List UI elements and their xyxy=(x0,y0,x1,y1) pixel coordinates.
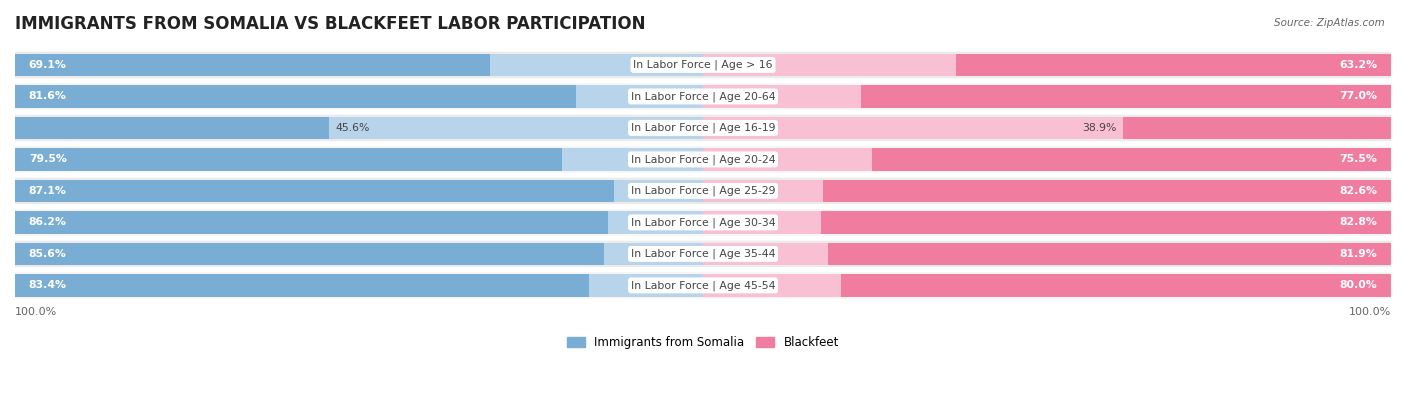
Text: 45.6%: 45.6% xyxy=(336,123,370,133)
Legend: Immigrants from Somalia, Blackfeet: Immigrants from Somalia, Blackfeet xyxy=(567,336,839,349)
Bar xyxy=(15,180,703,202)
Bar xyxy=(15,148,562,171)
FancyBboxPatch shape xyxy=(15,272,1391,299)
Bar xyxy=(15,211,703,234)
Bar xyxy=(956,54,1391,76)
Text: 80.0%: 80.0% xyxy=(1340,280,1378,290)
Bar xyxy=(15,117,329,139)
Text: 82.6%: 82.6% xyxy=(1340,186,1378,196)
Bar xyxy=(703,148,1391,171)
Bar xyxy=(15,274,589,297)
Bar xyxy=(15,148,703,171)
Text: 63.2%: 63.2% xyxy=(1339,60,1378,70)
FancyBboxPatch shape xyxy=(15,241,1391,267)
Bar xyxy=(703,180,1391,202)
FancyBboxPatch shape xyxy=(15,178,1391,204)
Text: 100.0%: 100.0% xyxy=(1348,307,1391,317)
FancyBboxPatch shape xyxy=(15,52,1391,78)
Text: 81.6%: 81.6% xyxy=(28,91,66,102)
Bar xyxy=(703,117,1391,139)
Bar xyxy=(821,211,1391,234)
Text: 81.9%: 81.9% xyxy=(1340,249,1378,259)
Bar xyxy=(15,117,703,139)
Text: 77.0%: 77.0% xyxy=(1340,91,1378,102)
Text: In Labor Force | Age 35-44: In Labor Force | Age 35-44 xyxy=(631,249,775,259)
Text: 38.9%: 38.9% xyxy=(1083,123,1116,133)
Text: In Labor Force | Age 25-29: In Labor Force | Age 25-29 xyxy=(631,186,775,196)
Text: In Labor Force | Age 16-19: In Labor Force | Age 16-19 xyxy=(631,123,775,133)
Bar xyxy=(15,54,491,76)
Text: 85.6%: 85.6% xyxy=(28,249,66,259)
Bar xyxy=(862,85,1391,108)
Text: 86.2%: 86.2% xyxy=(28,217,66,228)
Bar xyxy=(823,180,1391,202)
Bar xyxy=(703,211,1391,234)
Bar xyxy=(1123,117,1391,139)
Bar xyxy=(841,274,1391,297)
FancyBboxPatch shape xyxy=(15,146,1391,173)
Text: IMMIGRANTS FROM SOMALIA VS BLACKFEET LABOR PARTICIPATION: IMMIGRANTS FROM SOMALIA VS BLACKFEET LAB… xyxy=(15,15,645,33)
Text: 87.1%: 87.1% xyxy=(28,186,66,196)
Bar xyxy=(703,54,1391,76)
Text: In Labor Force | Age 30-34: In Labor Force | Age 30-34 xyxy=(631,217,775,228)
Text: 75.5%: 75.5% xyxy=(1340,154,1378,164)
FancyBboxPatch shape xyxy=(15,209,1391,236)
Bar xyxy=(15,85,703,108)
Bar xyxy=(703,243,1391,265)
Text: Source: ZipAtlas.com: Source: ZipAtlas.com xyxy=(1274,18,1385,28)
Text: 83.4%: 83.4% xyxy=(28,280,66,290)
Bar xyxy=(15,243,703,265)
Bar xyxy=(15,180,614,202)
Bar xyxy=(15,274,703,297)
Text: In Labor Force | Age 45-54: In Labor Force | Age 45-54 xyxy=(631,280,775,291)
Bar xyxy=(872,148,1391,171)
Bar xyxy=(703,274,1391,297)
Bar xyxy=(15,243,605,265)
Bar xyxy=(15,85,576,108)
Text: In Labor Force | Age > 16: In Labor Force | Age > 16 xyxy=(633,60,773,70)
FancyBboxPatch shape xyxy=(15,115,1391,141)
Text: 79.5%: 79.5% xyxy=(28,154,66,164)
Bar xyxy=(15,211,607,234)
FancyBboxPatch shape xyxy=(15,83,1391,110)
Bar xyxy=(15,54,703,76)
Text: 100.0%: 100.0% xyxy=(15,307,58,317)
Text: 69.1%: 69.1% xyxy=(28,60,66,70)
Bar xyxy=(703,85,1391,108)
Bar xyxy=(828,243,1391,265)
Text: In Labor Force | Age 20-24: In Labor Force | Age 20-24 xyxy=(631,154,775,165)
Text: In Labor Force | Age 20-64: In Labor Force | Age 20-64 xyxy=(631,91,775,102)
Text: 82.8%: 82.8% xyxy=(1340,217,1378,228)
